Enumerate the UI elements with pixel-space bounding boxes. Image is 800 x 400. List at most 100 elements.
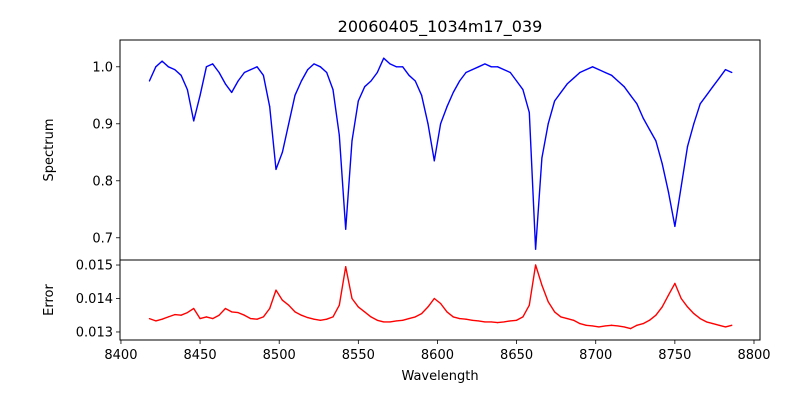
error-data-point: [281, 299, 283, 301]
error-data-point: [572, 319, 575, 321]
spectrum-data-point: [509, 71, 511, 74]
spectrum-data-point: [395, 66, 397, 68]
error-data-point: [269, 307, 271, 310]
error-data-point: [300, 314, 302, 316]
x-tick-label: 8500: [263, 348, 296, 363]
spectrum-data-point: [288, 123, 290, 125]
spectrum-data-point: [237, 80, 239, 82]
error-data-point: [503, 321, 505, 323]
spectrum-data-point: [655, 140, 657, 142]
error-data-point: [376, 319, 378, 321]
error-data-point: [446, 311, 448, 313]
error-data-point: [389, 321, 391, 323]
x-axis-label: Wavelength: [401, 369, 478, 384]
error-data-point: [674, 282, 676, 285]
spectrum-data-point: [459, 80, 461, 82]
spectrum-data-point: [648, 128, 651, 131]
error-data-point: [161, 318, 163, 320]
error-y-tick-label: 0.014: [76, 292, 113, 307]
x-tick-label: 8400: [104, 348, 137, 363]
error-data-point: [490, 321, 492, 323]
spectrum-data-point: [604, 71, 606, 74]
spectrum-data-point: [161, 60, 163, 62]
y-axis-label-error: Error: [42, 284, 57, 316]
spectrum-data-point: [522, 88, 524, 91]
spectrum-data-point: [478, 66, 480, 68]
spectrum-data-point: [180, 74, 182, 76]
error-data-point: [212, 317, 214, 320]
spectrum-data-point: [560, 91, 562, 94]
error-data-point: [395, 320, 397, 322]
error-data-point: [497, 321, 499, 324]
spectrum-data-point: [515, 80, 518, 82]
error-data-point: [307, 316, 309, 319]
spectrum-data-point: [357, 100, 359, 102]
spectrum-data-point: [224, 83, 227, 85]
error-data-point: [167, 316, 170, 318]
spectrum-data-point: [218, 71, 220, 74]
error-data-point: [250, 317, 252, 320]
spectrum-data-point: [642, 117, 644, 119]
error-data-point: [522, 316, 524, 318]
spectrum-data-point: [433, 160, 435, 162]
spectrum-data-point: [199, 94, 201, 96]
y-axis-label-spectrum: Spectrum: [42, 119, 57, 182]
spectrum-data-point: [231, 91, 233, 94]
error-data-point: [585, 324, 587, 326]
error-data-point: [534, 264, 537, 266]
error-data-point: [414, 316, 416, 318]
spectrum-data-point: [383, 57, 385, 59]
spectrum-data-point: [243, 71, 245, 74]
spectrum-data-point: [370, 80, 372, 82]
spectrum-data-point: [623, 86, 625, 88]
error-data-point: [642, 322, 644, 325]
error-data-point: [294, 311, 296, 313]
error-data-point: [617, 325, 619, 327]
error-data-point: [452, 316, 454, 318]
spectrum-data-point: [376, 71, 378, 74]
error-data-point: [553, 311, 556, 313]
spectrum-data-point: [579, 71, 581, 74]
error-data-point: [636, 324, 638, 326]
spectrum-data-point: [440, 123, 442, 125]
error-data-point: [478, 320, 480, 322]
error-data-point: [186, 311, 189, 314]
spectrum-data-point: [326, 71, 328, 74]
spectrum-data-point: [629, 94, 632, 96]
error-data-point: [661, 306, 663, 308]
spectrum-data-point: [427, 123, 429, 125]
error-data-point: [205, 316, 208, 318]
spectrum-data-point: [705, 94, 708, 96]
spectrum-data-point: [591, 66, 594, 68]
error-data-point: [433, 297, 435, 300]
x-tick-label: 8800: [737, 348, 770, 363]
spectrum-data-point: [724, 69, 727, 71]
error-data-point: [148, 317, 151, 320]
error-data-point: [623, 326, 625, 328]
spectrum-data-point: [541, 157, 543, 159]
spectrum-data-point: [686, 145, 689, 148]
error-data-point: [243, 314, 245, 316]
spectrum-data-point: [281, 151, 283, 153]
error-data-point: [484, 321, 486, 323]
error-data-point: [357, 306, 359, 308]
error-data-point: [509, 320, 511, 322]
error-data-point: [155, 320, 157, 322]
error-data-point: [313, 318, 315, 320]
error-data-point: [199, 317, 201, 320]
error-data-point: [237, 311, 239, 314]
error-data-point: [648, 319, 651, 321]
error-data-point: [591, 325, 594, 327]
error-data-point: [465, 318, 467, 320]
error-data-point: [345, 266, 347, 268]
spectrum-data-point: [408, 74, 410, 76]
spectrum-data-point: [674, 225, 676, 227]
spectrum-data-point: [414, 80, 416, 82]
spectrum-data-point: [465, 71, 467, 74]
spectrum-y-tick-label: 0.9: [92, 117, 113, 132]
spectrum-data-point: [256, 66, 258, 68]
error-data-point: [598, 326, 600, 328]
error-data-point: [231, 311, 233, 313]
spectrum-data-point: [262, 74, 264, 76]
error-data-point: [718, 324, 720, 326]
